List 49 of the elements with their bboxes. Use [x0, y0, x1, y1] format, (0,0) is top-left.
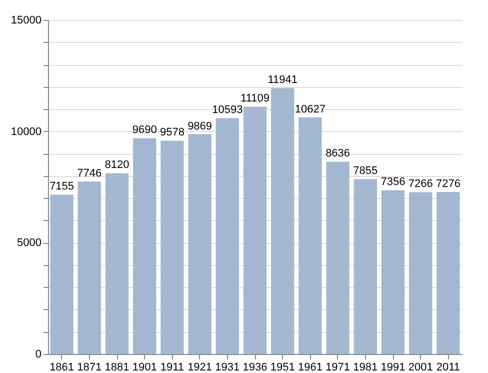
- data-label: 10627: [294, 103, 326, 116]
- bar: [50, 194, 74, 354]
- data-label: 9690: [132, 124, 157, 136]
- data-label: 10593: [212, 104, 243, 116]
- y-tick-label: 5000: [17, 237, 42, 250]
- data-label: 11941: [268, 74, 298, 86]
- data-label: 8120: [104, 159, 130, 172]
- bar: [216, 118, 239, 354]
- y-tick-label: 15000: [10, 14, 42, 26]
- data-label: 7266: [408, 178, 433, 190]
- x-tick-label: 1921: [188, 362, 212, 373]
- bar: [105, 173, 129, 354]
- bar: [243, 106, 267, 354]
- data-label: 7855: [353, 165, 378, 178]
- x-tick-label: 1881: [104, 362, 130, 373]
- data-label: 7276: [436, 178, 460, 190]
- bar: [409, 192, 432, 354]
- bar: [436, 192, 460, 354]
- x-tick-label: 2011: [436, 362, 460, 373]
- x-tick-label: 1991: [380, 362, 406, 373]
- bar: [160, 140, 184, 354]
- x-tick-label: 1981: [353, 362, 378, 373]
- data-label: 7155: [50, 180, 74, 193]
- bar: [133, 138, 156, 354]
- x-tick-label: 2001: [408, 362, 433, 373]
- bar: [354, 179, 377, 354]
- x-tick-label: 1871: [77, 362, 102, 373]
- y-tick-label: 0: [35, 348, 42, 360]
- bar: [188, 134, 212, 354]
- bar: [326, 162, 350, 354]
- bar: [271, 88, 294, 354]
- data-label: 7746: [77, 168, 102, 180]
- data-label: 11109: [240, 92, 270, 105]
- y-tick-label: 10000: [10, 126, 42, 138]
- data-label: 8636: [326, 148, 350, 160]
- x-tick-label: 1901: [132, 362, 157, 373]
- bar: [78, 182, 101, 354]
- x-tick-label: 1931: [215, 362, 240, 373]
- x-tick-label: 1961: [298, 362, 322, 373]
- x-tick-label: 1936: [242, 362, 268, 373]
- x-tick-label: 1911: [160, 362, 184, 373]
- data-label: 9578: [160, 126, 184, 139]
- bar: [381, 190, 405, 354]
- x-tick-label: 1971: [326, 362, 350, 373]
- data-label: 9869: [188, 120, 212, 132]
- x-tick-label: 1951: [270, 362, 295, 373]
- bar: [298, 117, 322, 354]
- x-tick-label: 1861: [50, 362, 74, 373]
- data-label: 7356: [380, 176, 406, 188]
